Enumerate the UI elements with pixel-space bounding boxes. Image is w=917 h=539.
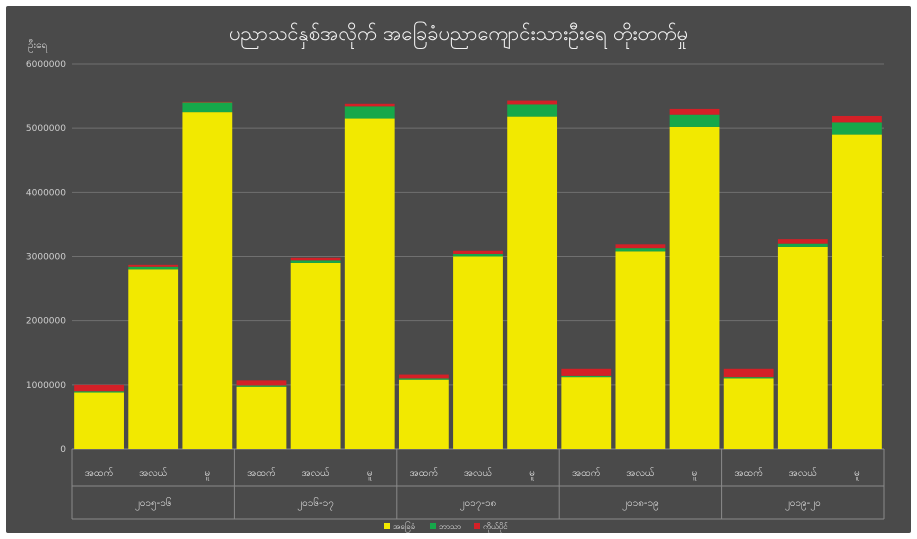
bar-segment: [290, 262, 341, 449]
bar-segment: [74, 392, 124, 449]
x-category-label: မူ: [367, 468, 373, 481]
y-tick-label: 3000000: [26, 253, 66, 263]
chart-title: ပညာသင်နှစ်အလိုက် အခြေခံပညာကျောင်းသားဦးရေ…: [229, 21, 688, 45]
x-category-label: မူ: [854, 468, 860, 481]
bar-segment: [128, 266, 179, 270]
bar-segment: [128, 269, 179, 449]
bar-segment: [561, 377, 612, 449]
bar-segment: [723, 378, 774, 449]
y-tick-label: 6000000: [26, 60, 66, 70]
x-category-label: အထက်: [572, 466, 601, 479]
x-group-label: ၂၀၁၅-၁၆: [135, 496, 172, 511]
bar-segment: [344, 106, 395, 119]
bar-segment: [290, 257, 341, 261]
bar-segment: [669, 126, 720, 449]
x-category-label: မူ: [692, 468, 698, 481]
bar-segment: [344, 118, 395, 450]
bar-segment: [453, 250, 503, 254]
bar-segment: [723, 368, 774, 378]
bar-segment: [561, 368, 612, 376]
y-unit-label: ဦးရေ: [28, 40, 48, 51]
legend-label: ကိုယ်ပိုင်: [483, 521, 508, 533]
chart-plot: 0 1000000 2000000 3000000 4000000 5000000 6000…: [26, 60, 885, 533]
bar-segment: [236, 386, 287, 449]
bar-segment: [615, 244, 666, 249]
bar-segment: [832, 134, 882, 450]
legend-label: ဘာသာ: [439, 522, 461, 531]
y-tick-label: 4000000: [26, 188, 66, 198]
bar-segment: [398, 374, 449, 379]
bar-segment: [398, 379, 449, 449]
y-tick-label: 2000000: [26, 317, 66, 327]
legend-label: အခြေခံ: [393, 521, 415, 533]
bar-segment: [777, 243, 828, 247]
legend-swatch: [474, 523, 480, 529]
x-category-label: အလယ်: [626, 466, 654, 479]
x-category-label: မူ: [529, 468, 535, 481]
bar-segment: [832, 115, 882, 123]
bar-segment: [723, 377, 774, 379]
bar-segment: [453, 253, 503, 257]
bar-segment: [507, 100, 558, 105]
chart-frame: ပညာသင်နှစ်အလိုက် အခြေခံပညာကျောင်းသားဦးရေ…: [6, 6, 911, 533]
bar-segment: [615, 248, 666, 252]
bar-segment: [182, 102, 233, 113]
bar-segment: [128, 264, 179, 267]
x-category-label: အလယ်: [789, 466, 817, 479]
bar-segment: [290, 260, 341, 263]
bar-segment: [182, 101, 233, 103]
legend-swatch: [384, 523, 390, 529]
bar-segment: [74, 384, 124, 392]
x-group-label: ၂၀၁၈-၁၉: [622, 498, 659, 511]
x-category-label: အထက်: [247, 466, 276, 479]
x-group-label: ၂၀၁၉-၂၀: [785, 498, 821, 511]
bar-segment: [561, 375, 612, 378]
x-category-label: အထက်: [85, 466, 114, 479]
bar-segment: [777, 239, 828, 244]
x-category-label: အလယ်: [139, 466, 167, 479]
x-category-label: အလယ်: [301, 466, 329, 479]
bar-segment: [615, 251, 666, 449]
x-group-label: ၂၀၁၇-၁၈: [460, 498, 497, 511]
bar-segment: [453, 256, 503, 449]
x-category-label: အလယ်: [464, 466, 492, 479]
bar-segment: [777, 246, 828, 449]
bar-segment: [182, 112, 233, 449]
bar-segment: [507, 104, 558, 117]
bar-segment: [669, 108, 720, 115]
y-tick-label: 0: [60, 445, 66, 455]
x-category-label: အထက်: [734, 466, 763, 479]
bar-segment: [236, 380, 287, 386]
x-category-label: မူ: [204, 468, 210, 481]
bar-segment: [74, 391, 124, 393]
bar-segment: [832, 122, 882, 135]
bar-segment: [344, 103, 395, 107]
x-group-label: ၂၀၁၆-၁၇: [297, 496, 334, 511]
bar-segment: [669, 114, 720, 127]
legend-swatch: [430, 523, 436, 529]
x-category-label: အထက်: [410, 466, 439, 479]
bar-segment: [398, 378, 449, 380]
y-tick-label: 1000000: [26, 381, 66, 391]
y-tick-label: 5000000: [26, 124, 66, 134]
bar-segment: [507, 116, 558, 449]
bar-segment: [236, 385, 287, 387]
